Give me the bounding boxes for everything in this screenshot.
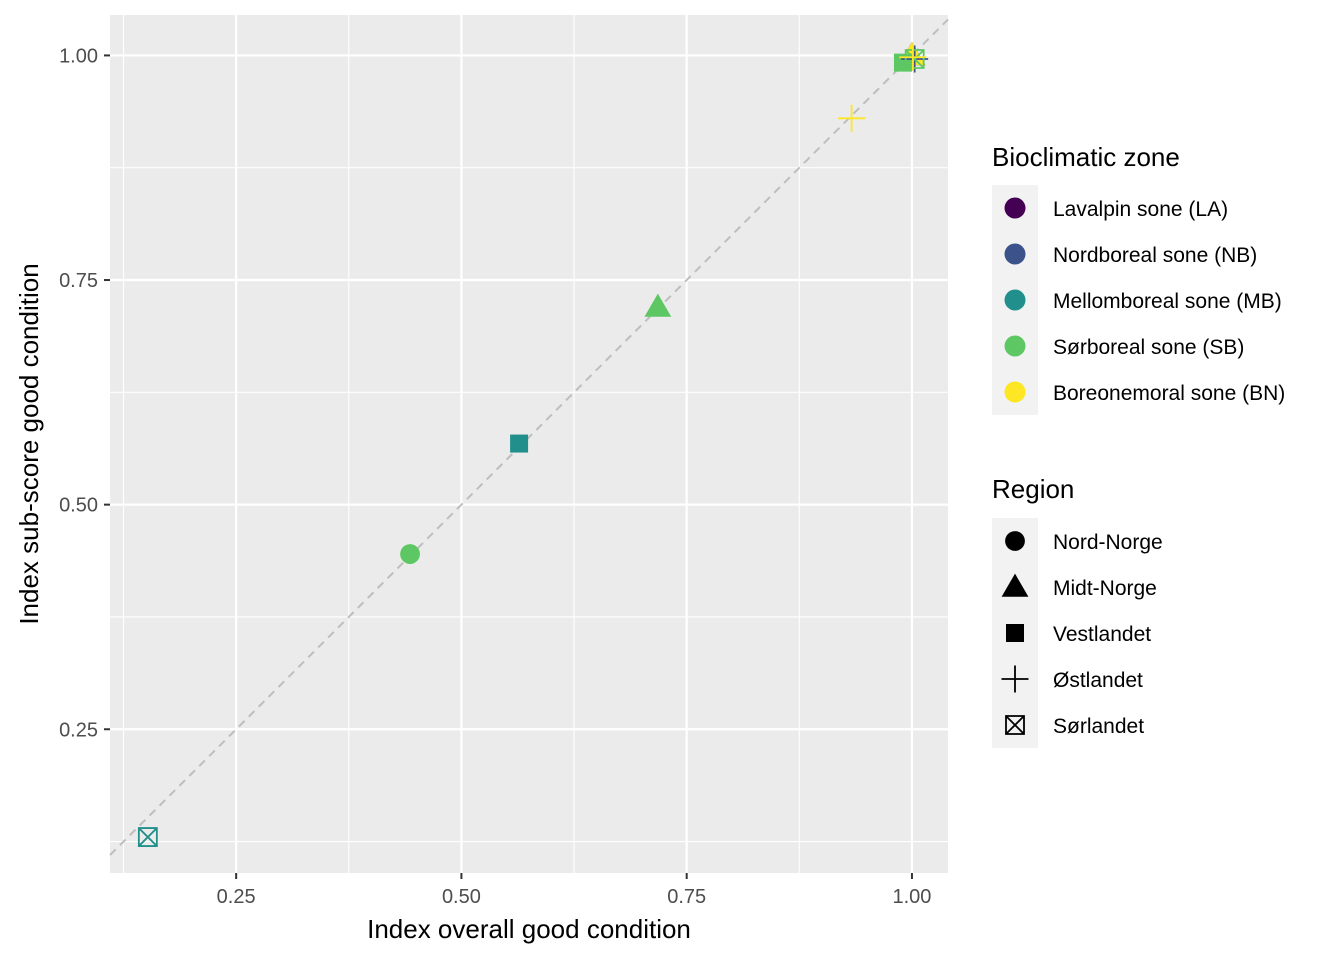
y-tick-label: 1.00 <box>59 45 98 67</box>
x-axis: 0.25 0.50 0.75 1.00 <box>217 873 931 908</box>
color-legend-title: Bioclimatic zone <box>992 142 1180 172</box>
shape-legend-label: Midt-Norge <box>1053 577 1157 600</box>
minor-gridlines <box>110 15 948 873</box>
color-legend-label: Nordboreal sone (NB) <box>1053 244 1257 267</box>
data-point <box>838 104 866 132</box>
shape-legend-key <box>1005 715 1025 735</box>
x-tick-label: 1.00 <box>892 886 931 908</box>
color-legend-key <box>1004 289 1026 311</box>
shape-legend-key <box>1006 624 1024 642</box>
color-legend: Bioclimatic zone Lavalpin sone (LA) Nordb… <box>992 142 1285 415</box>
shape-legend-label: Vestlandet <box>1053 623 1151 646</box>
y-tick-label: 0.75 <box>59 270 98 292</box>
color-legend-label: Mellomboreal sone (MB) <box>1053 290 1282 313</box>
shape-legend-key <box>1001 573 1029 597</box>
color-legend-key <box>1004 381 1026 403</box>
shape-legend-label: Sørlandet <box>1053 715 1144 738</box>
color-legend-key <box>1004 335 1026 357</box>
shape-legend-title: Region <box>992 474 1074 504</box>
color-legend-label: Boreonemoral sone (BN) <box>1053 382 1285 405</box>
identity-reference-line <box>109 18 949 856</box>
data-point <box>137 827 158 847</box>
y-tick-label: 0.50 <box>59 495 98 517</box>
color-legend-label: Sørboreal sone (SB) <box>1053 336 1244 359</box>
shape-legend-key <box>1001 665 1029 693</box>
shape-legend: Region Nord-Norge Midt-Norge Vestlandet Øst… <box>992 474 1163 748</box>
major-gridlines <box>110 15 948 873</box>
color-legend-label: Lavalpin sone (LA) <box>1053 198 1228 221</box>
shape-legend-key <box>1005 531 1025 551</box>
color-legend-key <box>1004 243 1026 265</box>
data-point <box>904 49 925 69</box>
data-point <box>644 293 672 317</box>
y-tick-label: 0.25 <box>59 719 98 741</box>
x-tick-label: 0.50 <box>442 886 481 908</box>
x-axis-label: Index overall good condition <box>367 914 691 944</box>
data-points <box>137 42 929 847</box>
x-tick-label: 0.75 <box>667 886 706 908</box>
data-point <box>400 544 420 564</box>
color-legend-key <box>1004 197 1026 219</box>
y-axis-label: Index sub-score good condition <box>14 263 44 624</box>
data-point <box>899 43 927 71</box>
x-tick-label: 0.25 <box>217 886 256 908</box>
data-point <box>510 434 529 453</box>
y-axis: 0.25 0.50 0.75 1.00 <box>59 45 110 741</box>
shape-legend-label: Østlandet <box>1053 669 1143 692</box>
shape-legend-label: Nord-Norge <box>1053 531 1163 554</box>
